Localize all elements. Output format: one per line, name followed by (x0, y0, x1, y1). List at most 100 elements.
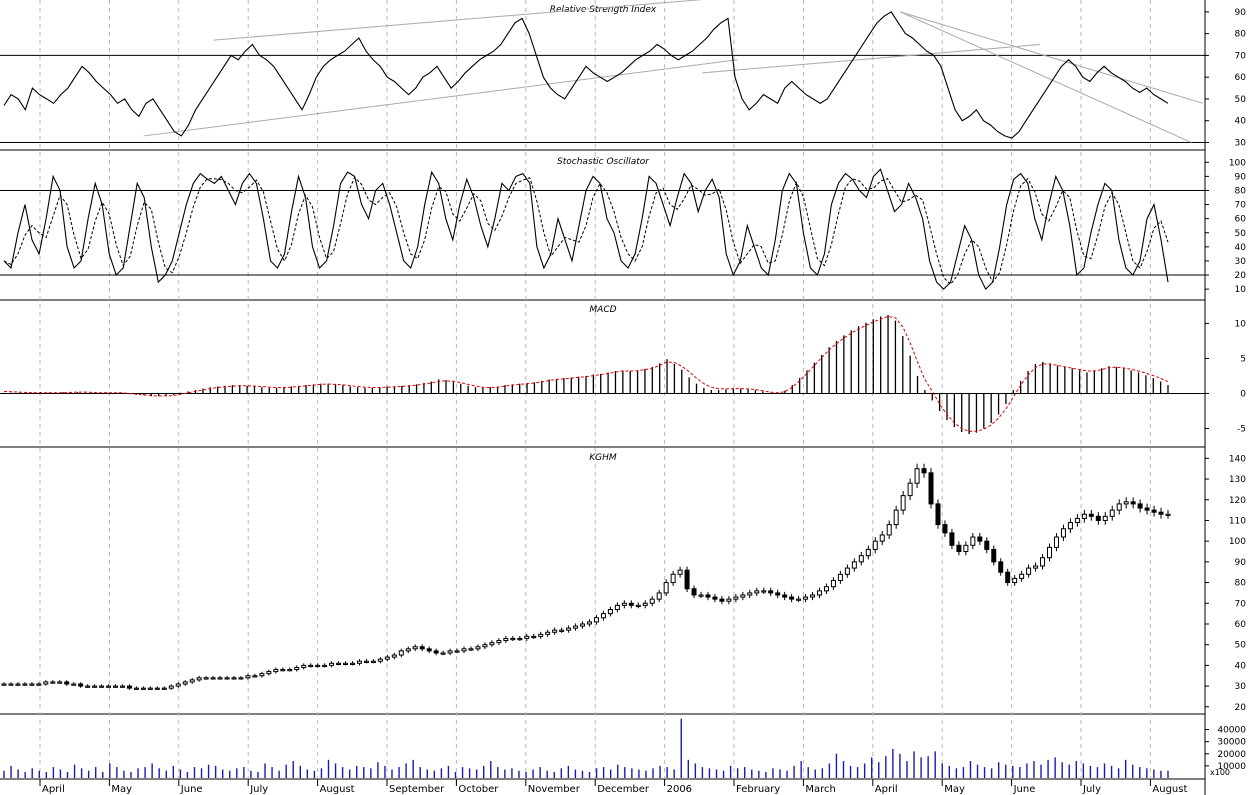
y-tick-label: 120 (1229, 496, 1246, 506)
candle-body (468, 648, 474, 651)
stochastic-d-line (3, 176, 1169, 286)
candle-body (503, 637, 509, 642)
candle-body (113, 685, 119, 688)
candle-body (1005, 571, 1011, 584)
volume-panel (3, 718, 1169, 778)
candle-body (1053, 536, 1059, 548)
candle-body (754, 590, 760, 594)
candle-body (99, 685, 105, 688)
candle-body (747, 592, 753, 596)
candle-body (928, 472, 934, 505)
y-tick-label: 40 (1235, 117, 1247, 127)
candle-body (886, 524, 892, 536)
candle-body (984, 540, 990, 550)
y-tick-label: 10 (1235, 319, 1247, 329)
candle-body (245, 675, 251, 679)
x-tick-label: March (805, 784, 835, 795)
x-tick-label: February (736, 784, 780, 795)
y-tick-label: 70 (1235, 599, 1247, 609)
candle-body (426, 648, 432, 652)
macd-title: MACD (589, 305, 616, 315)
candle-body (642, 602, 648, 606)
y-tick-label: 60 (1235, 215, 1247, 225)
candle-body (538, 633, 544, 637)
candle-body (698, 594, 704, 597)
candle-body (1165, 513, 1171, 516)
rsi-trendline (143, 59, 738, 137)
candle-body (816, 590, 822, 596)
y-tick-label: 70 (1235, 201, 1247, 211)
y-tick-label: 40000 (1217, 726, 1246, 736)
volume-unit-label: x100 (1210, 768, 1230, 777)
y-tick-label: 130 (1229, 475, 1246, 485)
rsi-trendline (213, 0, 704, 41)
candle-body (719, 598, 725, 602)
candle-body (1123, 501, 1129, 505)
candle-body (733, 596, 739, 600)
candle-body (1026, 567, 1032, 575)
y-tick-label: 40 (1235, 243, 1247, 253)
candle-body (1095, 515, 1101, 521)
candle-body (677, 569, 683, 575)
x-tick-label: August (320, 784, 355, 795)
candle-body (329, 662, 335, 666)
y-tick-label: 20000 (1217, 750, 1246, 760)
candle-body (15, 683, 21, 686)
candle-body (8, 683, 14, 686)
candle-body (475, 646, 481, 650)
candle-body (496, 640, 502, 644)
candle-body (830, 580, 836, 588)
candle-body (217, 677, 223, 680)
x-tick-label: November (528, 784, 581, 795)
candle-body (168, 685, 174, 689)
y-tick-label: 60 (1235, 620, 1247, 630)
candle-body (405, 648, 411, 652)
candle-body (893, 509, 899, 526)
candle-body (412, 646, 418, 650)
stochastic-panel (0, 168, 1205, 291)
candle-body (1067, 522, 1073, 530)
candle-body (789, 596, 795, 600)
candle-body (865, 548, 871, 557)
candle-body (517, 637, 523, 641)
candle-body (85, 685, 91, 688)
candle-body (419, 646, 425, 650)
x-tick-label: October (458, 784, 499, 795)
candle-body (350, 662, 356, 666)
candle-body (970, 536, 976, 546)
rsi-title: Relative Strength Index (550, 5, 657, 15)
y-tick-label: 20 (1235, 271, 1247, 281)
y-tick-label: 30 (1235, 682, 1247, 692)
rsi-panel (0, 0, 1205, 143)
candle-body (593, 617, 599, 623)
x-tick-label: December (597, 784, 650, 795)
candle-body (775, 592, 781, 596)
candle-body (1116, 503, 1122, 511)
rsi-trendline (900, 11, 1192, 143)
candle-body (266, 671, 272, 675)
candle-body (844, 567, 850, 575)
candle-body (294, 666, 300, 671)
y-tick-label: 90 (1235, 558, 1247, 568)
y-tick-label: 60 (1235, 73, 1247, 83)
y-tick-label: 50 (1235, 95, 1247, 105)
y-tick-label: 5 (1240, 354, 1246, 364)
candle-body (914, 468, 920, 484)
candle-body (1012, 577, 1018, 584)
candle-body (949, 532, 955, 546)
candle-body (1109, 509, 1115, 517)
y-tick-label: 50 (1235, 641, 1247, 651)
candle-body (29, 683, 35, 686)
y-tick-label: -5 (1237, 424, 1246, 434)
candle-body (1060, 528, 1066, 538)
candle-body (119, 685, 125, 688)
candle-body (391, 654, 397, 658)
y-tick-label: 140 (1229, 454, 1246, 464)
price-panel (1, 463, 1171, 690)
candle-body (50, 681, 56, 684)
rsi-line (3, 11, 1169, 139)
candle-body (628, 602, 634, 606)
candle-body (1074, 517, 1080, 524)
candle-body (956, 544, 962, 553)
